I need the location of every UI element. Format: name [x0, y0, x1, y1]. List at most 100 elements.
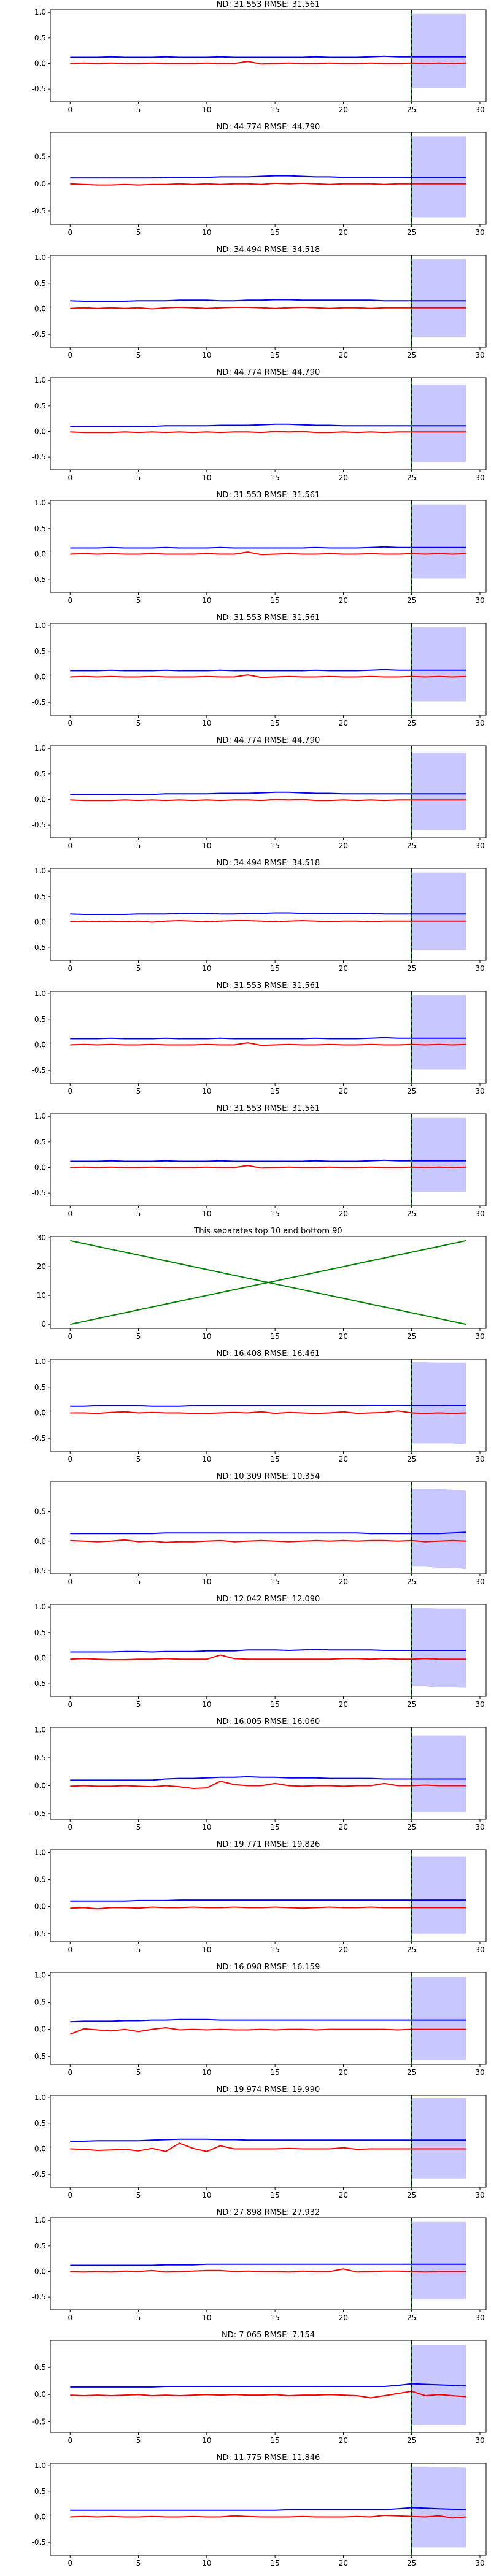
- chart-title: ND: 16.408 RMSE: 16.461: [217, 1349, 320, 1359]
- x-tick-label: 10: [202, 473, 211, 482]
- prediction-line: [70, 1649, 466, 1653]
- y-tick-label: 1.0: [34, 8, 46, 17]
- x-tick-label: 15: [270, 2068, 279, 2077]
- x-tick-label: 10: [202, 1700, 211, 1709]
- y-tick-label: 0.5: [34, 2119, 46, 2128]
- y-tick-label: -0.5: [32, 821, 46, 829]
- x-tick-label: 25: [407, 2313, 416, 2322]
- x-tick-label: 20: [339, 2068, 348, 2077]
- axes-frame: [50, 1359, 487, 1452]
- x-tick-label: 5: [136, 473, 141, 482]
- x-tick-label: 25: [407, 351, 416, 359]
- y-tick-label: 0.5: [34, 153, 46, 161]
- prediction-line: [70, 1899, 466, 1902]
- x-tick-label: 10: [202, 228, 211, 237]
- axes-frame: [50, 623, 487, 716]
- y-tick-label: 30: [37, 1233, 46, 1242]
- chart-17: ND: 16.098 RMSE: 16.159 0 5 10 15 20 25 30 -0.5 0…: [32, 1963, 487, 2077]
- prediction-interval-band: [411, 1117, 466, 1192]
- x-tick-label: 25: [407, 2559, 416, 2567]
- x-tick-label: 30: [475, 964, 484, 973]
- x-tick-label: 25: [407, 1700, 416, 1709]
- prediction-line: [70, 791, 466, 795]
- target-line: [70, 2142, 466, 2152]
- x-tick-label: 15: [270, 1455, 279, 1463]
- y-tick-label: 1.0: [34, 1848, 46, 1857]
- x-tick-label: 20: [339, 1700, 348, 1709]
- x-tick-label: 5: [136, 2068, 141, 2077]
- chart-2: ND: 44.774 RMSE: 44.790 0 5 10 15 20 25 30 -0.5 0…: [32, 123, 487, 237]
- y-tick-label: -0.5: [32, 207, 46, 215]
- prediction-interval-band: [411, 995, 466, 1070]
- axes-frame: [50, 2463, 487, 2556]
- x-tick-label: 20: [339, 841, 348, 850]
- y-tick-label: -0.5: [32, 2293, 46, 2301]
- axes-frame: [50, 500, 487, 593]
- x-tick-label: 5: [136, 1945, 141, 1954]
- x-tick-label: 25: [407, 1332, 416, 1341]
- prediction-line: [70, 2507, 466, 2511]
- y-tick-label: 0.5: [34, 1138, 46, 1146]
- x-tick-label: 5: [136, 1332, 141, 1341]
- x-tick-label: 30: [475, 596, 484, 605]
- x-tick-label: 5: [136, 2191, 141, 2199]
- target-line: [70, 1410, 466, 1414]
- x-tick-label: 15: [270, 1209, 279, 1218]
- x-tick-label: 5: [136, 228, 141, 237]
- chart-title: ND: 19.974 RMSE: 19.990: [217, 2085, 320, 2095]
- x-tick-label: 15: [270, 1577, 279, 1586]
- x-tick-label: 15: [270, 2559, 279, 2567]
- prediction-interval-band: [411, 1856, 466, 1934]
- chart-title: ND: 31.553 RMSE: 31.561: [217, 0, 320, 9]
- x-tick-label: 30: [475, 719, 484, 727]
- y-tick-label: 10: [37, 1291, 46, 1300]
- x-tick-label: 0: [68, 2313, 72, 2322]
- chart-title: ND: 19.771 RMSE: 19.826: [217, 1840, 320, 1849]
- y-tick-label: -0.5: [32, 2417, 46, 2426]
- x-tick-label: 25: [407, 1823, 416, 1831]
- x-tick-label: 5: [136, 719, 141, 727]
- x-tick-label: 10: [202, 596, 211, 605]
- prediction-line: [70, 912, 466, 915]
- prediction-line: [70, 1531, 466, 1535]
- x-tick-label: 15: [270, 2191, 279, 2199]
- y-tick-label: 0.0: [34, 2025, 46, 2034]
- chart-18: ND: 19.974 RMSE: 19.990 0 5 10 15 20 25 30 -0.5 0…: [32, 2085, 487, 2199]
- y-tick-label: 1.0: [34, 1971, 46, 1979]
- axes-frame: [50, 1849, 487, 1942]
- y-tick-label: 0.0: [34, 673, 46, 681]
- x-tick-label: 20: [339, 2436, 348, 2445]
- x-tick-label: 15: [270, 596, 279, 605]
- x-tick-label: 10: [202, 2559, 211, 2567]
- chart-11: This separates top 10 and bottom 90 0 5 10 1…: [37, 1227, 487, 1341]
- x-tick-label: 30: [475, 2559, 484, 2567]
- chart-title: ND: 34.494 RMSE: 34.518: [217, 859, 320, 868]
- chart-title: ND: 12.042 RMSE: 12.090: [217, 1595, 320, 1604]
- x-tick-label: 20: [339, 2313, 348, 2322]
- x-tick-label: 5: [136, 841, 141, 850]
- chart-1: ND: 31.553 RMSE: 31.561 0 5 10 15 20 25 30 -0.5 0…: [32, 0, 487, 114]
- x-tick-label: 0: [68, 1087, 72, 1095]
- x-tick-label: 10: [202, 351, 211, 359]
- target-line: [70, 799, 466, 802]
- chart-3: ND: 34.494 RMSE: 34.518 0 5 10 15 20 25 30 -0.5 0…: [32, 245, 487, 359]
- descending-line: [70, 1240, 466, 1325]
- prediction-interval-band: [411, 1608, 466, 1688]
- chart-12: ND: 16.408 RMSE: 16.461 0 5 10 15 20 25 30 -0.5 0…: [32, 1349, 487, 1463]
- prediction-line: [70, 299, 466, 302]
- x-tick-label: 5: [136, 105, 141, 114]
- prediction-line: [70, 546, 466, 549]
- x-tick-label: 20: [339, 1455, 348, 1463]
- x-tick-label: 10: [202, 1823, 211, 1831]
- x-tick-label: 5: [136, 964, 141, 973]
- y-tick-label: 0.0: [34, 550, 46, 559]
- y-tick-label: -0.5: [32, 1809, 46, 1818]
- y-tick-label: -0.5: [32, 1566, 46, 1575]
- y-tick-label: 1.0: [34, 867, 46, 875]
- x-tick-label: 10: [202, 2068, 211, 2077]
- x-tick-label: 30: [475, 351, 484, 359]
- chart-title: ND: 44.774 RMSE: 44.790: [217, 736, 320, 745]
- chart-title: ND: 44.774 RMSE: 44.790: [217, 123, 320, 132]
- y-tick-label: -0.5: [32, 1189, 46, 1197]
